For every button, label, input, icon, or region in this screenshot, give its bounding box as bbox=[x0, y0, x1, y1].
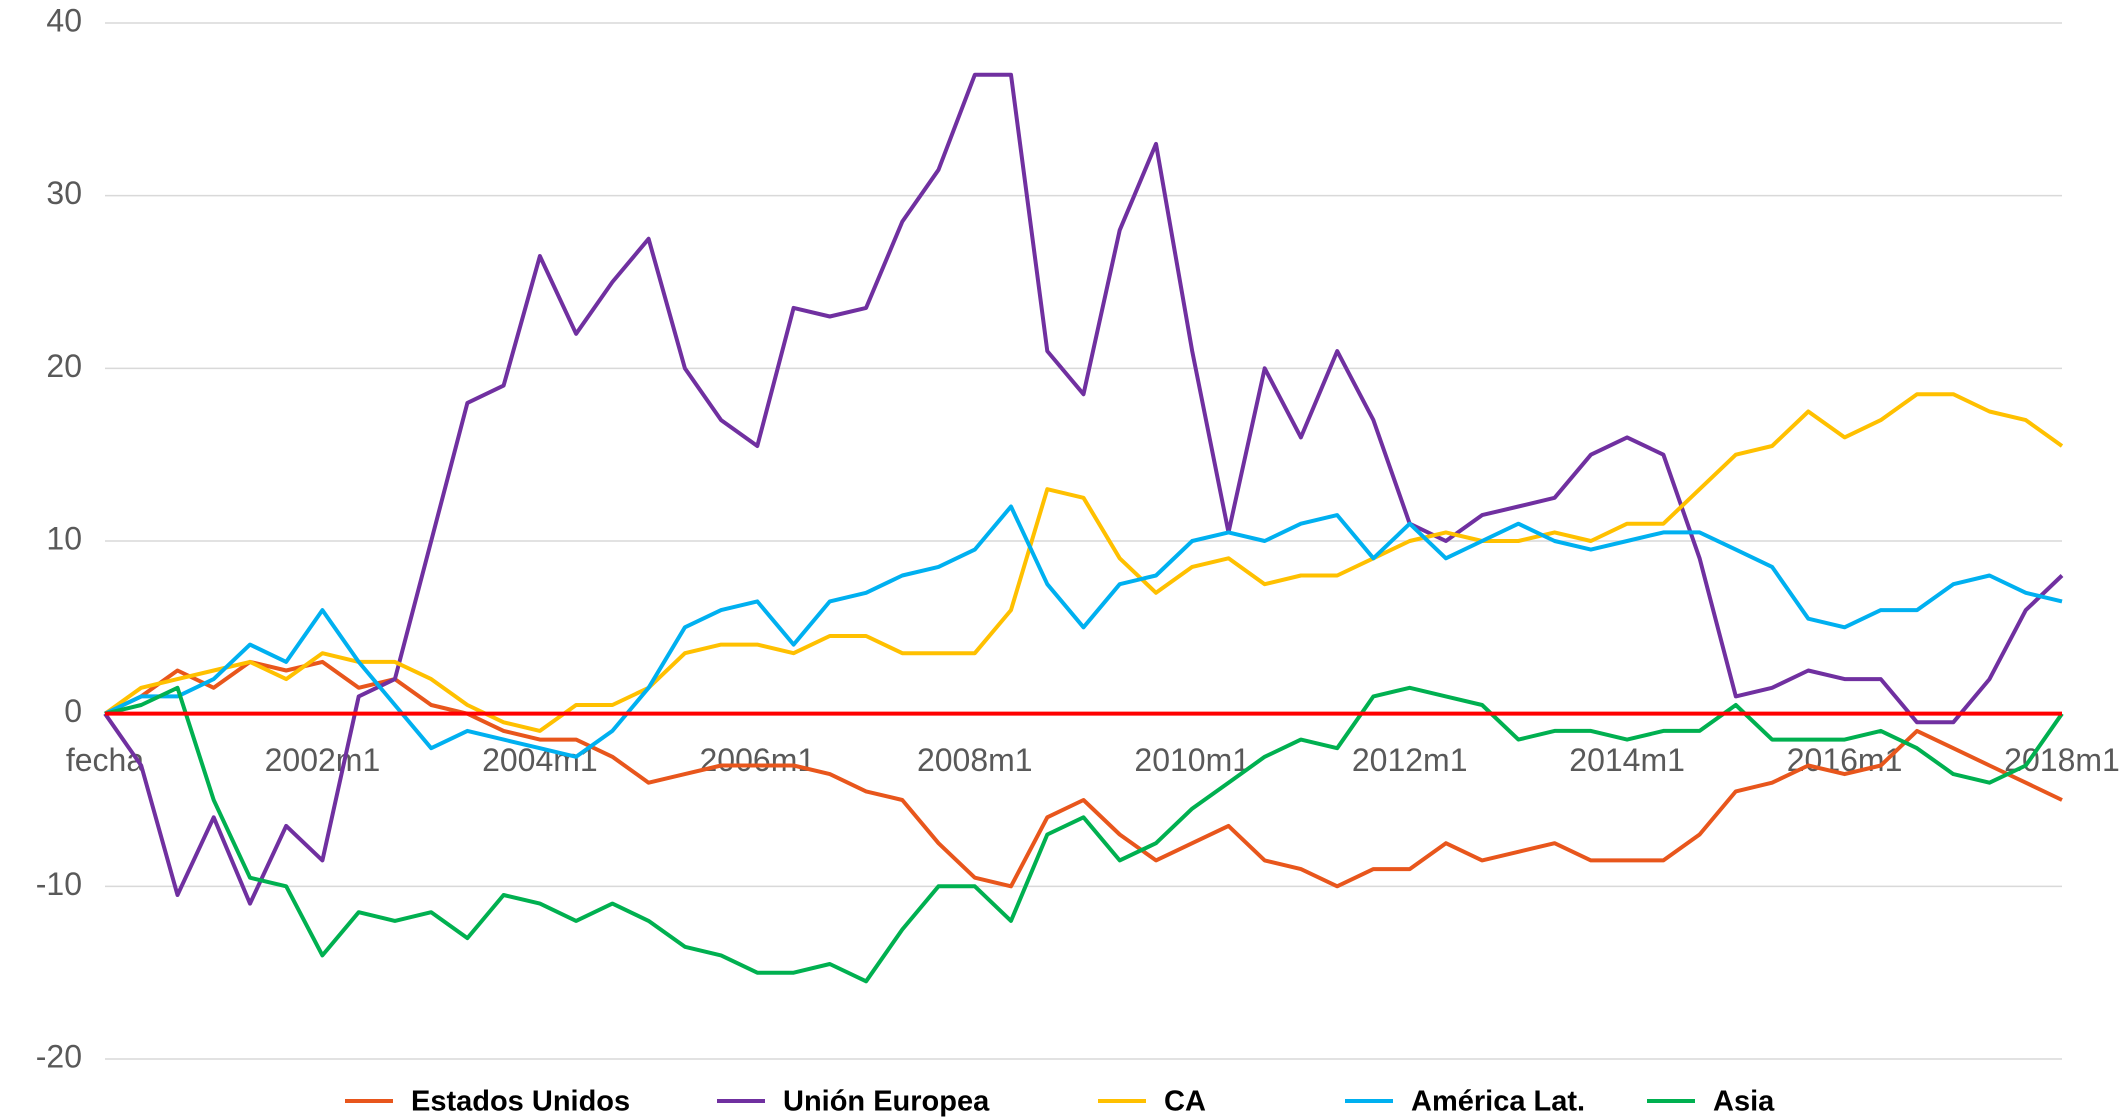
y-tick-label: 20 bbox=[46, 348, 82, 384]
x-tick-label: fecha bbox=[66, 742, 144, 778]
y-tick-label: 10 bbox=[46, 520, 82, 556]
y-tick-label: -10 bbox=[36, 866, 82, 902]
legend-label: Estados Unidos bbox=[411, 1086, 630, 1118]
x-tick-label: 2008m1 bbox=[917, 742, 1033, 778]
series-line bbox=[103, 392, 2064, 733]
y-tick-label: 0 bbox=[64, 693, 82, 729]
legend-label: Unión Europea bbox=[783, 1086, 990, 1118]
x-tick-label: 2018m1 bbox=[2004, 742, 2120, 778]
x-tick-label: 2012m1 bbox=[1352, 742, 1468, 778]
y-tick-label: -20 bbox=[36, 1038, 82, 1074]
x-tick-label: 2014m1 bbox=[1569, 742, 1685, 778]
legend-label: CA bbox=[1164, 1086, 1206, 1118]
legend-label: América Lat. bbox=[1411, 1086, 1585, 1118]
x-tick-label: 2010m1 bbox=[1134, 742, 1250, 778]
x-tick-label: 2006m1 bbox=[700, 742, 816, 778]
series-line bbox=[104, 685, 2064, 984]
series-line bbox=[104, 504, 2063, 759]
y-tick-label: 40 bbox=[46, 2, 82, 38]
series-line bbox=[104, 659, 2063, 889]
legend-label: Asia bbox=[1713, 1086, 1775, 1118]
x-tick-label: 2002m1 bbox=[265, 742, 381, 778]
series-line bbox=[103, 72, 2064, 906]
y-tick-label: 30 bbox=[46, 175, 82, 211]
